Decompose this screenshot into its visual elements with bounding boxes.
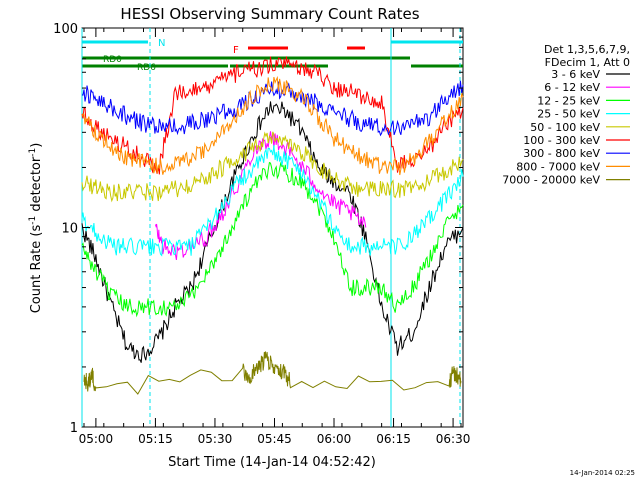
x-tick-label: 05:30	[198, 432, 233, 446]
x-tick-label: 05:00	[79, 432, 114, 446]
annotation-flare: F	[233, 45, 239, 56]
y-axis-label: Count Rate (s-1 detector-1)	[28, 143, 44, 314]
legend-label: 3 - 6 keV	[551, 68, 600, 81]
x-tick-label: 05:45	[257, 432, 292, 446]
legend-label: 100 - 300 keV	[523, 134, 600, 147]
series-line-2	[81, 161, 464, 318]
x-axis-label: Start Time (14-Jan-14 04:52:42)	[168, 455, 376, 470]
legend-label: 50 - 100 keV	[530, 121, 600, 134]
legend-label: 12 - 25 keV	[537, 94, 600, 107]
chart-title: HESSI Observing Summary Count Rates	[120, 5, 419, 23]
series-line-4	[81, 131, 464, 203]
footer-timestamp: 14-Jan-2014 02:25	[570, 469, 635, 477]
legend-header-1: Det 1,3,5,6,7,9,	[544, 43, 630, 56]
x-axis: 05:00 05:15 05:30 05:45 06:00 06:15 06:30	[79, 28, 471, 446]
y-axis-label-detector: detector	[29, 156, 44, 216]
series-layer	[81, 56, 464, 395]
legend-label: 300 - 800 keV	[523, 147, 600, 160]
series-line-8	[83, 351, 462, 395]
y-tick-label: 100	[53, 22, 78, 37]
series-line-7	[81, 75, 464, 176]
annotation-night: N	[158, 38, 165, 49]
annotation-rd0: RD0	[103, 55, 122, 65]
x-tick-label: 06:15	[376, 432, 411, 446]
series-line-0	[81, 101, 464, 363]
legend-label: 7000 - 20000 keV	[502, 174, 600, 187]
legend: Det 1,3,5,6,7,9, FDecim 1, Att 0 3 - 6 k…	[502, 43, 630, 187]
series-line-3	[81, 144, 464, 257]
x-tick-label: 06:00	[317, 432, 352, 446]
legend-label: 25 - 50 keV	[537, 108, 600, 121]
y-axis-label-exp2: -1	[28, 148, 38, 157]
annotation-rd6: RD6	[137, 63, 156, 73]
y-tick-label: 1	[70, 421, 78, 436]
series-line-6	[81, 80, 464, 137]
y-axis-label-main: Count Rate (s	[29, 225, 44, 314]
legend-header-2: FDecim 1, Att 0	[545, 56, 630, 69]
x-tick-label: 06:30	[436, 432, 471, 446]
legend-label: 800 - 7000 keV	[516, 160, 600, 173]
x-tick-label: 05:15	[138, 432, 173, 446]
legend-label: 6 - 12 keV	[544, 81, 600, 94]
y-tick-label: 10	[61, 222, 78, 237]
y-axis-label-exp1: -1	[28, 216, 38, 225]
y-axis-label-close: )	[29, 143, 44, 148]
y-axis: 1 10 100	[53, 22, 463, 436]
